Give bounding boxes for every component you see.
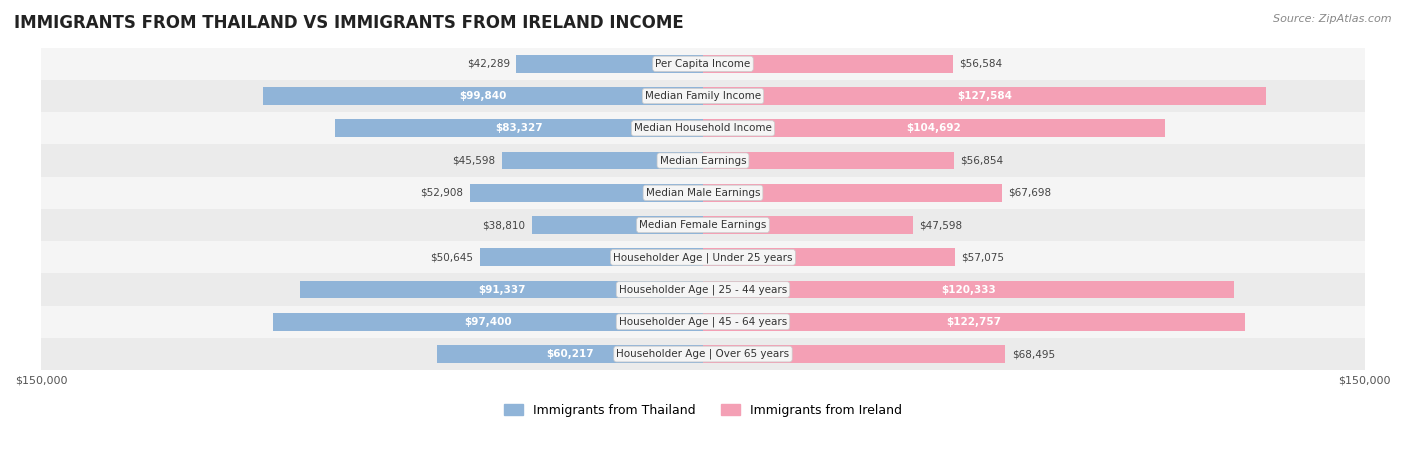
Text: Median Female Earnings: Median Female Earnings xyxy=(640,220,766,230)
Bar xyxy=(703,87,1265,105)
Text: $127,584: $127,584 xyxy=(957,91,1012,101)
Bar xyxy=(41,306,1365,338)
Text: $56,584: $56,584 xyxy=(959,59,1002,69)
Text: $67,698: $67,698 xyxy=(1008,188,1052,198)
Bar xyxy=(703,345,1005,363)
Text: Median Household Income: Median Household Income xyxy=(634,123,772,133)
Bar xyxy=(263,87,703,105)
Bar xyxy=(41,112,1365,144)
Text: $120,333: $120,333 xyxy=(941,284,995,295)
Bar xyxy=(703,248,955,266)
Bar xyxy=(299,281,703,298)
Bar xyxy=(479,248,703,266)
Bar xyxy=(41,338,1365,370)
Bar xyxy=(703,120,1164,137)
Text: Householder Age | Over 65 years: Householder Age | Over 65 years xyxy=(616,349,790,359)
Bar xyxy=(703,281,1234,298)
Text: Source: ZipAtlas.com: Source: ZipAtlas.com xyxy=(1274,14,1392,24)
Text: $52,908: $52,908 xyxy=(420,188,463,198)
Text: $83,327: $83,327 xyxy=(495,123,543,133)
Bar xyxy=(703,152,953,170)
Bar xyxy=(703,184,1001,202)
Text: Per Capita Income: Per Capita Income xyxy=(655,59,751,69)
Text: $56,854: $56,854 xyxy=(960,156,1004,166)
Bar xyxy=(41,48,1365,80)
Text: Median Male Earnings: Median Male Earnings xyxy=(645,188,761,198)
Text: Householder Age | 25 - 44 years: Householder Age | 25 - 44 years xyxy=(619,284,787,295)
Text: $42,289: $42,289 xyxy=(467,59,510,69)
Text: $45,598: $45,598 xyxy=(453,156,495,166)
Bar xyxy=(703,313,1244,331)
Text: $104,692: $104,692 xyxy=(907,123,962,133)
Bar xyxy=(437,345,703,363)
Text: IMMIGRANTS FROM THAILAND VS IMMIGRANTS FROM IRELAND INCOME: IMMIGRANTS FROM THAILAND VS IMMIGRANTS F… xyxy=(14,14,683,32)
Text: Householder Age | Under 25 years: Householder Age | Under 25 years xyxy=(613,252,793,262)
Bar xyxy=(41,80,1365,112)
Text: $122,757: $122,757 xyxy=(946,317,1001,327)
Bar xyxy=(703,216,912,234)
Bar xyxy=(516,55,703,73)
Bar xyxy=(336,120,703,137)
Bar xyxy=(703,55,953,73)
Bar xyxy=(531,216,703,234)
Text: Median Earnings: Median Earnings xyxy=(659,156,747,166)
Bar xyxy=(502,152,703,170)
Bar xyxy=(41,144,1365,177)
Text: $99,840: $99,840 xyxy=(460,91,506,101)
Text: Median Family Income: Median Family Income xyxy=(645,91,761,101)
Text: Householder Age | 45 - 64 years: Householder Age | 45 - 64 years xyxy=(619,317,787,327)
Text: $47,598: $47,598 xyxy=(920,220,963,230)
Bar xyxy=(41,177,1365,209)
Legend: Immigrants from Thailand, Immigrants from Ireland: Immigrants from Thailand, Immigrants fro… xyxy=(499,399,907,422)
Text: $60,217: $60,217 xyxy=(547,349,593,359)
Text: $91,337: $91,337 xyxy=(478,284,526,295)
Text: $38,810: $38,810 xyxy=(482,220,526,230)
Bar xyxy=(470,184,703,202)
Text: $57,075: $57,075 xyxy=(962,252,1004,262)
Text: $97,400: $97,400 xyxy=(464,317,512,327)
Bar xyxy=(41,209,1365,241)
Text: $68,495: $68,495 xyxy=(1012,349,1054,359)
Bar xyxy=(273,313,703,331)
Text: $50,645: $50,645 xyxy=(430,252,472,262)
Bar xyxy=(41,274,1365,306)
Bar xyxy=(41,241,1365,274)
